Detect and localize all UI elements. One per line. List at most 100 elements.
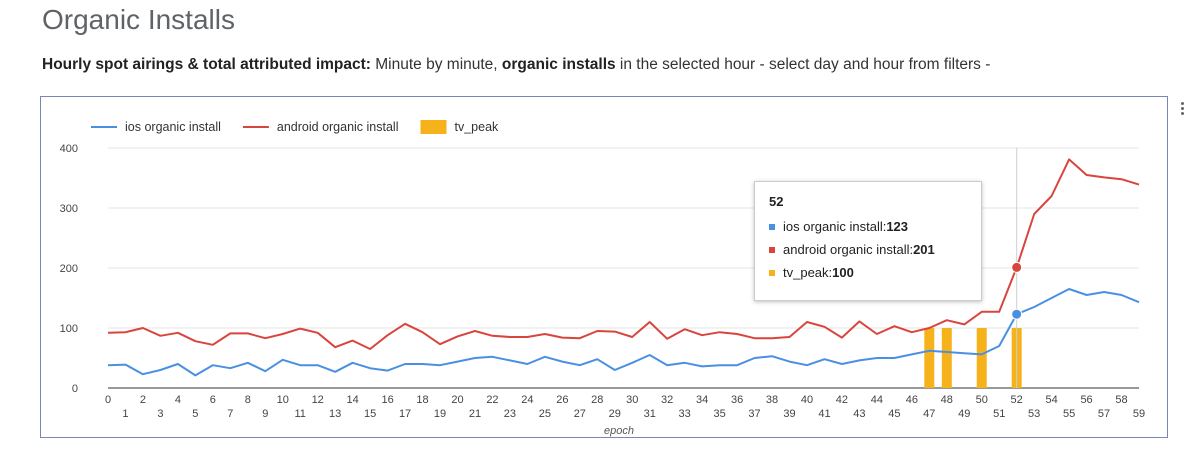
page-title: Organic Installs: [42, 4, 235, 35]
x-tick-label: 8: [245, 394, 251, 406]
tooltip-swatch-android: [769, 246, 775, 253]
x-tick-label: 57: [1098, 408, 1110, 420]
x-tick-label: 42: [836, 394, 848, 406]
x-tick-label: 45: [888, 408, 900, 420]
organic-installs-chart[interactable]: ios organic install android organic insta…: [41, 97, 1167, 437]
tooltip-value-ios: 123: [886, 219, 909, 234]
y-tick-label: 100: [60, 323, 78, 335]
x-tick-label: 24: [521, 394, 533, 406]
x-tick-label: 12: [312, 394, 324, 406]
x-tick-label: 46: [906, 394, 918, 406]
chart-gridlines: 0 100 200 300 400: [60, 143, 1139, 395]
chart-card: ios organic install android organic insta…: [40, 96, 1168, 438]
x-axis-label: epoch: [604, 425, 634, 437]
series-line: [107, 158, 1140, 350]
x-tick-label: 39: [783, 408, 795, 420]
tooltip-title: 52: [769, 194, 784, 209]
x-tick-label: 9: [262, 408, 268, 420]
y-tick-label: 300: [60, 203, 78, 215]
x-tick-label: 34: [696, 394, 708, 406]
tv-peak-bar: [924, 328, 935, 388]
x-tick-label: 29: [609, 408, 621, 420]
subtitle-text-1: Minute by minute,: [370, 56, 502, 73]
tooltip-value-android: 201: [913, 242, 935, 257]
x-tick-label: 58: [1115, 394, 1127, 406]
tooltip-swatch-tv-peak: [769, 269, 775, 276]
tv-peak-bar: [976, 328, 987, 388]
x-tick-label: 1: [122, 408, 128, 420]
y-tick-label: 400: [60, 143, 78, 155]
x-tick-label: 0: [105, 394, 111, 406]
more-vert-icon[interactable]: [1178, 100, 1186, 120]
tv-peak-bar: [941, 328, 952, 388]
hover-marker: [1011, 308, 1023, 320]
subtitle-bold-lead: Hourly spot airings & total attributed i…: [42, 56, 371, 73]
x-tick-label: 11: [295, 408, 306, 420]
tooltip-swatch-ios: [769, 223, 775, 230]
x-tick-label: 50: [976, 394, 988, 406]
chart-tooltip: 52 ios organic install: 123 android orga…: [754, 181, 982, 301]
y-tick-label: 200: [60, 263, 78, 275]
x-tick-label: 41: [818, 408, 830, 420]
tooltip-label-android: android organic install:: [783, 242, 914, 257]
x-axis-ticks: 0123456789101112131415161718192021222324…: [105, 394, 1145, 420]
x-tick-label: 7: [227, 408, 233, 420]
x-tick-label: 5: [192, 408, 198, 420]
legend-bar-swatch: [420, 120, 447, 134]
x-tick-label: 31: [644, 408, 656, 420]
x-tick-label: 16: [381, 394, 393, 406]
x-tick-label: 23: [504, 408, 516, 420]
x-tick-label: 36: [731, 394, 743, 406]
x-tick-label: 26: [556, 394, 568, 406]
x-tick-label: 43: [853, 408, 865, 420]
legend-label: ios organic install: [125, 120, 221, 134]
x-tick-label: 10: [277, 394, 289, 406]
x-tick-label: 21: [469, 408, 481, 420]
page-subtitle: Hourly spot airings & total attributed i…: [42, 56, 990, 74]
x-tick-label: 4: [175, 394, 181, 406]
x-tick-label: 44: [871, 394, 883, 406]
x-tick-label: 52: [1011, 394, 1023, 406]
hover-marker: [1011, 261, 1023, 273]
x-tick-label: 25: [539, 408, 551, 420]
tv-peak-bars: [924, 328, 1022, 388]
legend-label: android organic install: [277, 120, 399, 134]
tooltip-row-android: android organic install: 201: [769, 242, 967, 257]
subtitle-bold-metric: organic installs: [501, 56, 616, 73]
legend-label: tv_peak: [455, 120, 500, 134]
x-tick-label: 6: [210, 394, 216, 406]
x-tick-label: 54: [1046, 394, 1058, 406]
chart-legend[interactable]: ios organic install android organic insta…: [91, 120, 499, 134]
x-tick-label: 18: [416, 394, 428, 406]
x-tick-label: 51: [993, 408, 1005, 420]
x-tick-label: 17: [399, 408, 411, 420]
tooltip-value-tv-peak: 100: [832, 265, 854, 280]
series-line: [107, 288, 1140, 377]
x-tick-label: 47: [923, 408, 935, 420]
series-lines: [107, 158, 1140, 377]
x-tick-label: 15: [364, 408, 376, 420]
hover-markers: [1011, 261, 1023, 320]
y-tick-label: 0: [72, 383, 78, 395]
tooltip-label-ios: ios organic install:: [783, 219, 887, 234]
tooltip-row-ios: ios organic install: 123: [769, 219, 967, 234]
x-tick-label: 53: [1028, 408, 1040, 420]
tooltip-row-tv-peak: tv_peak: 100: [769, 265, 967, 280]
x-tick-label: 37: [748, 408, 760, 420]
x-tick-label: 30: [626, 394, 638, 406]
x-tick-label: 55: [1063, 408, 1075, 420]
x-tick-label: 38: [766, 394, 778, 406]
x-tick-label: 14: [347, 394, 359, 406]
x-tick-label: 56: [1080, 394, 1092, 406]
tooltip-label-tv-peak: tv_peak:: [783, 265, 833, 280]
x-tick-label: 32: [661, 394, 673, 406]
x-tick-label: 33: [679, 408, 691, 420]
x-tick-label: 13: [329, 408, 341, 420]
x-tick-label: 3: [157, 408, 163, 420]
x-tick-label: 40: [801, 394, 813, 406]
x-tick-label: 2: [140, 394, 146, 406]
x-tick-label: 35: [713, 408, 725, 420]
x-tick-label: 19: [434, 408, 446, 420]
x-tick-label: 20: [451, 394, 463, 406]
x-tick-label: 28: [591, 394, 603, 406]
